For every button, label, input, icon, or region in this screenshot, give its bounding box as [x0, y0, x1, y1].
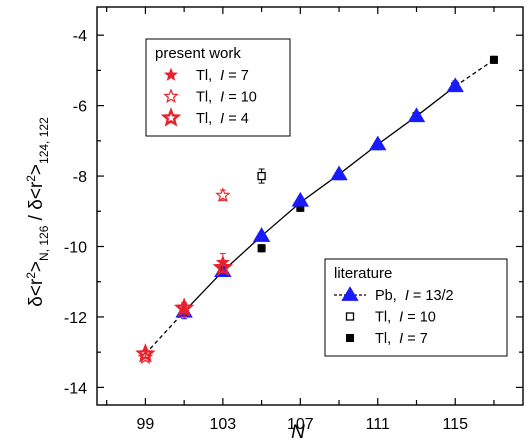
y-tick-label: -6	[73, 99, 87, 116]
data-point-square-filled	[489, 55, 498, 64]
legend-label-value: = 7	[403, 331, 428, 347]
legend-label-var: I	[399, 310, 403, 326]
legend-label-value: = 4	[224, 111, 249, 127]
y-axis-title-part: 124, 122	[37, 117, 51, 164]
legend-label-var: I	[220, 68, 224, 84]
legend-label-value: = 7	[224, 68, 249, 84]
legend-label-var: I	[220, 90, 224, 106]
legend-marker-star-hollow-thick	[160, 107, 182, 127]
legend-label: Tl, I = 7	[196, 68, 249, 84]
plot-frame	[96, 6, 524, 406]
legend-label-var: I	[399, 331, 403, 347]
y-tick-label: -4	[73, 28, 87, 45]
markers	[135, 55, 498, 365]
data-point-star-open	[215, 187, 231, 203]
legend-literature-frame	[324, 258, 508, 357]
y-axis-title: δ<r2>N, 126 / δ<r2>124, 122	[24, 117, 51, 307]
x-tick-label: 115	[442, 416, 468, 433]
x-tick-label: 111	[366, 416, 390, 433]
legend-label: Tl, I = 10	[375, 310, 436, 326]
legend-label: Tl, I = 7	[375, 331, 428, 347]
x-tick-label: 107	[287, 416, 314, 433]
legend-marker-square-filled	[346, 334, 354, 342]
x-axis-title: N	[291, 422, 305, 443]
y-axis-title-part: 2	[24, 272, 38, 279]
legend-label: Tl, I = 10	[196, 90, 257, 106]
y-axis-title-part: N, 126	[37, 225, 51, 261]
y-axis-title-part: δ<r	[26, 278, 47, 307]
legend-label-prefix: Tl,	[196, 90, 220, 106]
data-point-square-open	[257, 171, 266, 181]
legend-label-prefix: Pb,	[375, 288, 405, 304]
fit-line-dashed-high	[454, 59, 495, 87]
fit-line-dashed-low	[144, 311, 185, 355]
data-point-triangle	[291, 191, 310, 207]
legend-literature-title: literature	[334, 265, 392, 282]
data-point-star-hollow-thick	[173, 297, 195, 317]
y-tick-label: -12	[64, 310, 87, 327]
y-axis-title-part: >	[26, 164, 47, 175]
y-tick-label: -10	[64, 240, 87, 257]
legend-marker-triangle	[341, 286, 359, 301]
data-point-triangle	[446, 77, 464, 93]
y-tick-label: -8	[73, 169, 87, 186]
y-tick-label: -14	[64, 380, 87, 397]
legend-label-prefix: Tl,	[375, 310, 399, 326]
legend-label-prefix: Tl,	[375, 331, 399, 347]
x-tick-label: 103	[210, 416, 237, 433]
legend-label: Pb, I = 13/2	[375, 288, 454, 304]
legend-present-work-frame	[145, 38, 291, 137]
legend-label: Tl, I = 4	[196, 111, 249, 127]
legend-marker-star-filled	[164, 67, 178, 81]
data-point-star-hollow-thick	[212, 256, 234, 277]
legend-label-var: I	[405, 288, 409, 304]
legend-label-value: = 10	[224, 90, 257, 106]
data-point-triangle	[330, 165, 348, 181]
data-point-triangle	[252, 227, 271, 242]
legend-label-prefix: Tl,	[196, 111, 220, 127]
legend-label-value: = 10	[403, 310, 436, 326]
legend-marker-star-open	[163, 88, 179, 104]
legend-label-prefix: Tl,	[196, 68, 220, 84]
y-axis-title-part: 2	[24, 175, 38, 182]
legend-label-value: = 13/2	[409, 288, 454, 304]
y-axis-title-part: >	[26, 261, 47, 272]
data-point-triangle	[407, 107, 426, 123]
y-axis-title-part: / δ<r	[26, 181, 47, 226]
x-tick-label: 99	[137, 416, 155, 433]
data-point-square-filled	[257, 244, 266, 253]
legend-marker-square-open	[345, 312, 355, 321]
legend-label-var: I	[220, 111, 224, 127]
data-point-triangle	[369, 135, 387, 151]
data-point-star-hollow-thick	[135, 343, 156, 363]
legend-present-work-title: present work	[155, 45, 241, 62]
